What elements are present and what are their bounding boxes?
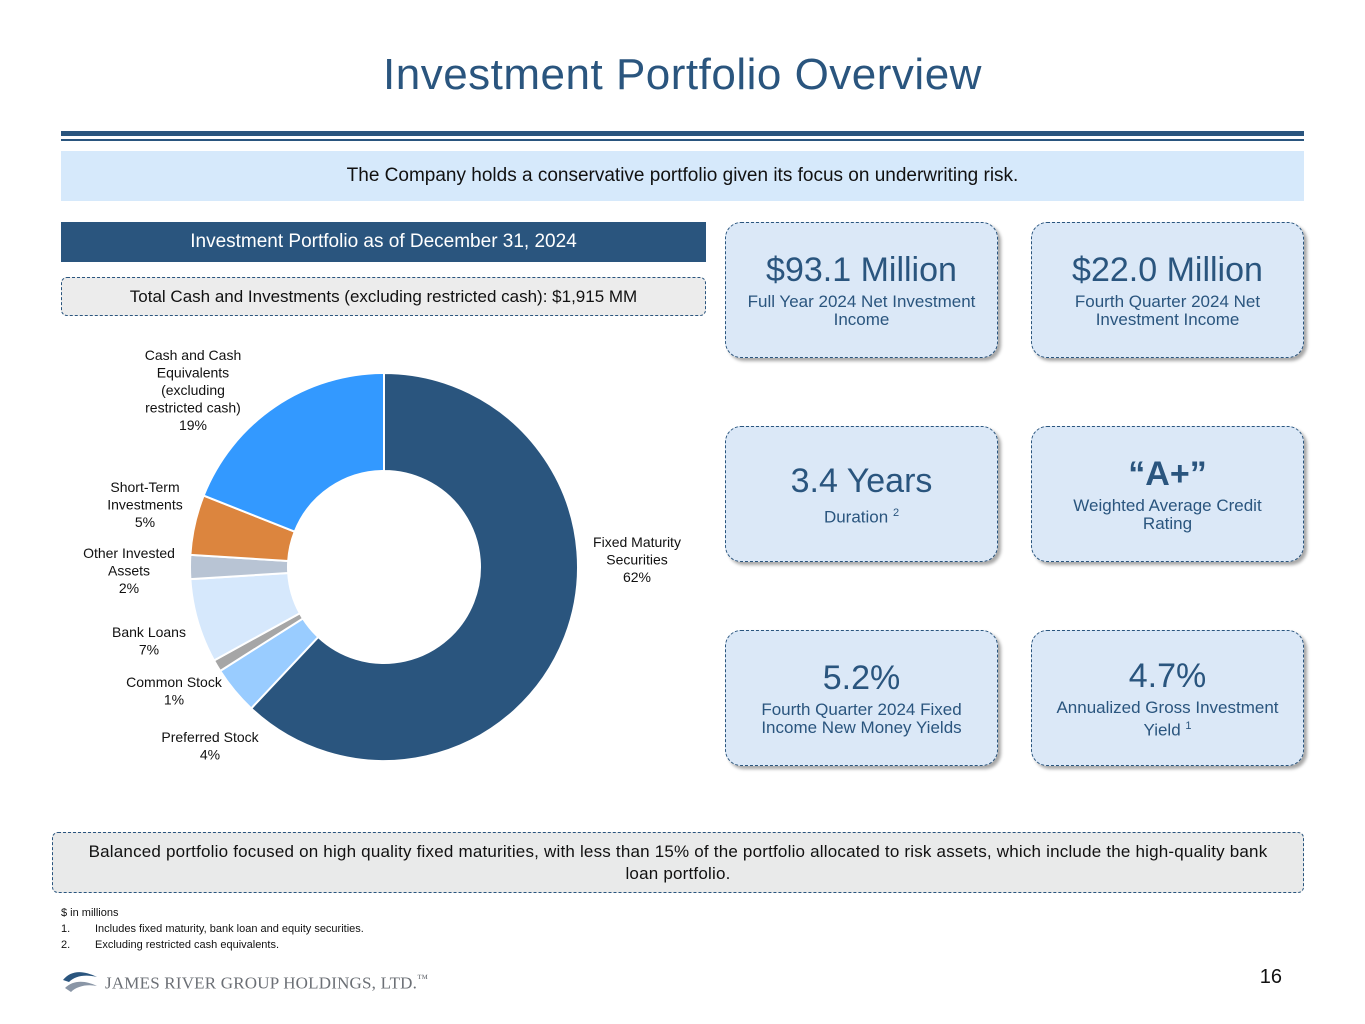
metric-label: Annualized Gross Investment Yield 1 [1056,697,1279,740]
river-wave-icon [63,972,97,992]
slice-label: Short-Term Investments 5% [107,479,182,530]
portfolio-header: Investment Portfolio as of December 31, … [61,222,706,262]
slice-label: Preferred Stock 4% [161,729,259,763]
summary-banner: The Company holds a conservative portfol… [61,151,1304,201]
slice-label: Common Stock 1% [126,674,223,708]
slice-label: Other Invested Assets 2% [83,545,175,596]
footnote-1: 1. Includes fixed maturity, bank loan and… [61,923,364,935]
logo-text: JAMES RIVER GROUP HOLDINGS, LTD.™ [105,972,429,993]
footnote-ref: 1 [1185,719,1192,732]
page-title: Investment Portfolio Overview [383,50,982,99]
title-rule-thick [61,131,1304,136]
metric-label: Fourth Quarter 2024 Net Investment Incom… [1074,292,1261,329]
metric-value: 5.2% [822,659,901,697]
donut-slice [202,371,385,533]
metric-value: 4.7% [1128,656,1207,695]
metric-card-fy-nii: $93.1 Million Full Year 2024 Net Investm… [725,222,998,358]
company-logo: JAMES RIVER GROUP HOLDINGS, LTD.™ [61,968,428,998]
slice-label: Cash and Cash Equivalents (excluding restri… [145,347,242,433]
total-investments-box: Total Cash and Investments (excluding re… [61,277,706,316]
metric-value: $22.0 Million [1072,251,1263,289]
footnote-units: $ in millions [61,907,119,919]
metric-value: 3.4 Years [790,461,933,500]
metric-card-new-money-yield: 5.2% Fourth Quarter 2024 Fixed Income Ne… [725,630,998,766]
donut-slice [249,371,579,762]
footnote-2: 2. Excluding restricted cash equivalents. [61,939,280,951]
metric-value: “A+” [1128,455,1207,493]
slice-label: Bank Loans 7% [112,624,186,658]
metric-label: Duration 2 [823,506,900,527]
footnote-ref: 2 [892,506,900,519]
metric-card-q4-nii: $22.0 Million Fourth Quarter 2024 Net In… [1031,222,1304,358]
page-number: 16 [1259,966,1282,988]
metric-card-gross-yield: 4.7% Annualized Gross Investment Yield 1 [1031,630,1304,766]
metric-label: Full Year 2024 Net Investment Income [747,292,976,329]
slice-label: Fixed Maturity Securities 62% [593,534,681,585]
metric-label: Weighted Average Credit Rating [1073,496,1262,533]
conclusion-box: Balanced portfolio focused on high quali… [52,832,1304,893]
metric-card-credit-rating: “A+” Weighted Average Credit Rating [1031,426,1304,562]
metric-label: Fourth Quarter 2024 Fixed Income New Mon… [761,700,962,737]
metric-value: $93.1 Million [766,251,957,289]
metric-card-duration: 3.4 Years Duration 2 [725,426,998,562]
title-rule-thin [61,139,1304,141]
portfolio-donut-chart: Fixed Maturity Securities 62% Preferred Sto… [83,347,681,763]
